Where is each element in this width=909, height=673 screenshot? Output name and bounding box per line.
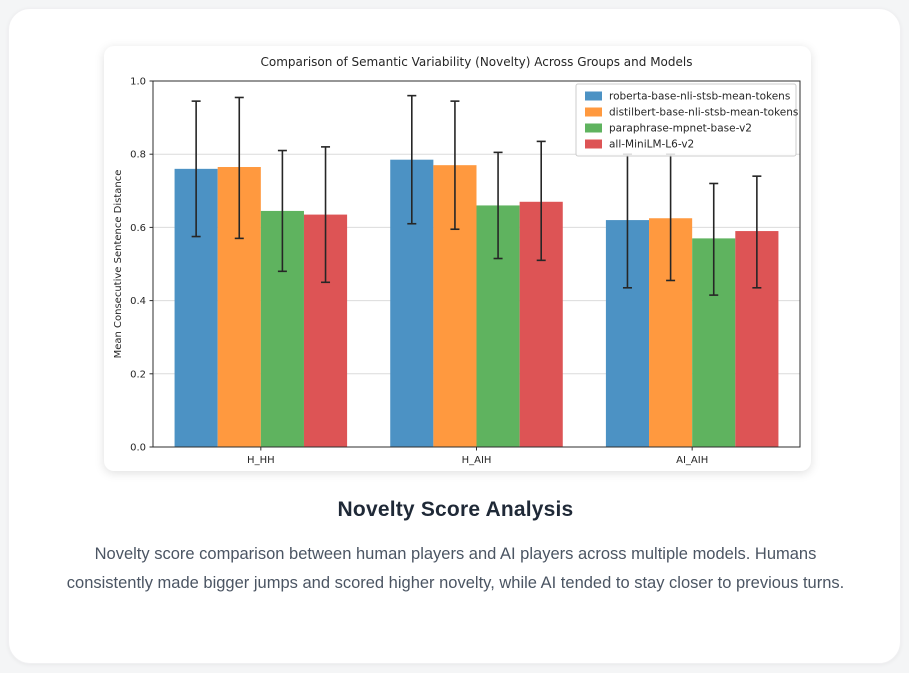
novelty-bar-chart: 0.0 0.2 0.4 0.6 0.8 1.0 H_HH H_AIH AI_AIH Compari… (113, 55, 801, 466)
y-tick-label: 1.0 (130, 77, 146, 88)
legend-label: roberta-base-nli-stsb-mean-tokens (609, 91, 790, 103)
legend-swatch (585, 123, 602, 133)
x-tick-label: AI_AIH (676, 455, 708, 466)
chart-card: 0.0 0.2 0.4 0.6 0.8 1.0 H_HH H_AIH AI_AIH Compari… (104, 46, 811, 471)
legend-swatch (585, 107, 602, 117)
y-tick-label: 0.2 (130, 369, 146, 380)
legend-label: paraphrase-mpnet-base-v2 (609, 123, 752, 135)
legend-box (575, 83, 797, 157)
y-tick-label: 0.0 (130, 443, 146, 454)
section-heading: Novelty Score Analysis (337, 498, 574, 521)
legend-swatch (585, 139, 602, 149)
y-tick-label: 0.6 (130, 223, 146, 234)
legend-label: all-MiniLM-L6-v2 (609, 139, 694, 151)
legend-label: distilbert-base-nli-stsb-mean-tokens (609, 107, 798, 119)
y-tick-label: 0.4 (130, 296, 146, 307)
content-card: 0.0 0.2 0.4 0.6 0.8 1.0 H_HH H_AIH AI_AIH Compari… (8, 8, 901, 664)
y-axis-label: Mean Consecutive Sentence Distance (113, 170, 124, 359)
x-tick-label: H_HH (247, 455, 275, 466)
legend-swatch (585, 91, 602, 101)
x-tick-label: H_AIH (462, 455, 492, 466)
y-tick-label: 0.8 (130, 150, 146, 161)
section-description: Novelty score comparison between human p… (66, 545, 845, 592)
chart-title: Comparison of Semantic Variability (Nove… (261, 55, 693, 69)
